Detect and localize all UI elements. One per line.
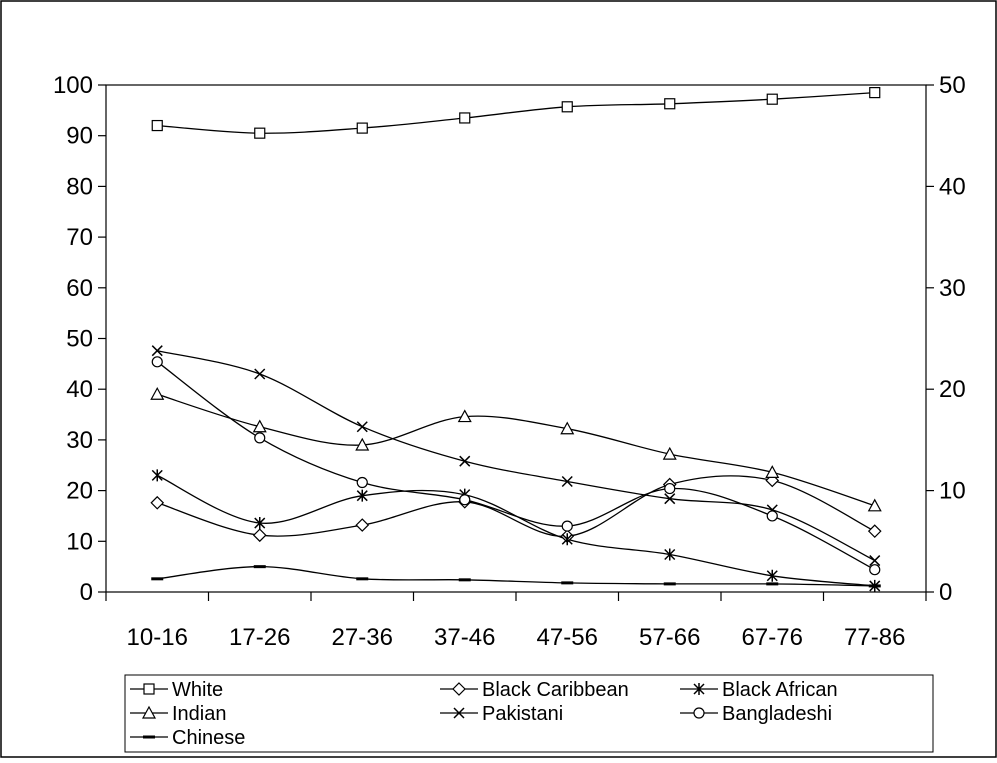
data-point-indian [355,437,370,451]
legend-label-indian: Indian [172,703,227,725]
y-left-tick-label: 100 [53,72,93,99]
data-point-bangladeshi [766,510,778,522]
y-left-tick-label: 40 [66,376,93,403]
x-tick-label: 17-26 [229,624,290,651]
x-tick-label: 47-56 [537,624,598,651]
data-point-pakistani [459,455,471,467]
data-point-bangladeshi [254,432,266,444]
data-point-black-caribbean [150,495,165,510]
x-tick-label: 27-36 [332,624,393,651]
series-line-pakistani [157,350,876,562]
data-point-pakistani [561,475,573,488]
data-point-white [664,98,676,110]
y-right-tick-label: 30 [939,275,966,302]
axes: 0 10 20 30 40 50 60 70 80 90 100 0 10 20 30 40 50 10-16 17… [53,72,966,651]
series-line-black-caribbean [157,475,876,537]
y-left-tick-label: 90 [66,123,93,150]
x-tick-label: 67-76 [742,624,803,651]
data-point-pakistani [869,555,881,567]
data-point-black-caribbean [252,528,267,543]
data-point-black-african [254,517,266,530]
data-point-black-african [151,469,163,482]
data-point-bangladeshi [869,564,881,576]
y-left-tick-label: 20 [66,478,93,505]
y-left-tick-label: 30 [66,427,93,454]
legend-label-pakistani: Pakistani [482,703,563,725]
legend-label-chinese: Chinese [172,727,245,749]
data-point-black-african [356,489,368,502]
y-left-tick-label: 50 [66,326,93,353]
y-right-tick-label: 50 [939,72,966,99]
data-point-pakistani [151,345,163,357]
data-point-indian [662,446,677,460]
legend-box [124,674,934,753]
data-point-bangladeshi [356,476,368,489]
data-point-white [561,101,573,113]
data-point-black-caribbean [355,518,370,532]
data-point-indian [150,387,165,400]
data-point-black-african [766,569,778,582]
y-right-tick-label: 20 [939,376,966,403]
data-point-pakistani [254,368,266,380]
data-point-bangladeshi [561,520,573,532]
y-right-tick-label: 0 [939,579,952,606]
series-markers [150,87,882,592]
series-line-indian [157,393,876,507]
legend-marker-white [143,683,155,695]
data-point-pakistani [356,421,368,433]
legend-label-white: White [172,679,223,701]
data-point-bangladeshi [151,356,163,368]
x-tick-label: 57-66 [639,624,700,651]
data-point-indian [457,409,472,423]
series-line-white [157,91,875,134]
data-point-white [254,127,266,139]
x-tick-label: 77-86 [844,624,905,651]
data-point-white [459,112,471,124]
legend-label-black-caribbean: Black Caribbean [482,679,629,701]
y-right-tick-label: 10 [939,478,966,505]
data-point-white [766,93,778,105]
y-right-tick-label: 40 [939,173,966,200]
data-point-bangladeshi [664,482,676,495]
data-point-black-caribbean [867,524,882,539]
legend-label-black-african: Black African [722,679,838,701]
legend-marker-indian [141,705,157,719]
data-point-indian [560,421,575,435]
legend-label-bangladeshi: Bangladeshi [722,703,832,725]
data-point-bangladeshi [459,494,471,506]
legend-marker-black-caribbean [452,682,466,696]
y-left-tick-label: 0 [80,579,93,606]
data-point-white [151,119,163,132]
data-point-indian [765,465,780,478]
data-point-pakistani [664,493,676,505]
legend: White Black Caribbean Black African Indian P… [130,679,838,749]
y-left-tick-label: 80 [66,173,93,200]
data-point-indian [252,419,267,433]
legend-marker-black-african [693,683,705,695]
data-point-black-african [561,533,573,546]
series-line-chinese [157,565,875,587]
legend-marker-pakistani [453,707,465,719]
y-left-tick-label: 10 [66,528,93,555]
y-left-tick-label: 70 [66,224,93,251]
data-point-white [869,87,881,99]
plot-area [105,84,927,593]
data-point-indian [867,498,882,512]
x-tick-label: 10-16 [127,624,188,651]
data-point-white [356,122,368,134]
x-tick-label: 37-46 [434,624,495,651]
legend-marker-bangladeshi [693,707,705,719]
data-point-black-african [664,548,676,561]
y-left-tick-label: 60 [66,275,93,302]
